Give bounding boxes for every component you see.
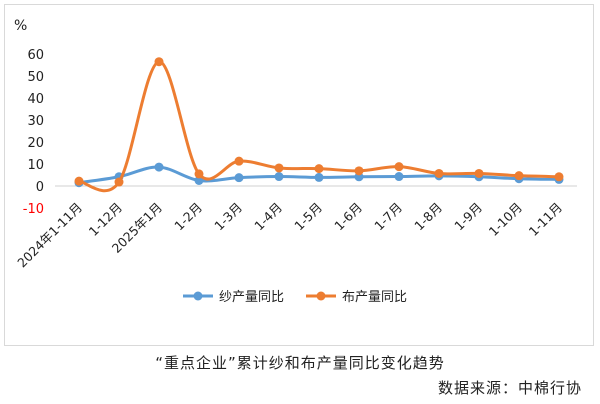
data-point — [194, 169, 204, 179]
legend-label: 纱产量同比 — [219, 290, 284, 305]
data-point — [154, 162, 164, 172]
data-point — [394, 172, 404, 182]
y-tick-labels: -10 0 10 20 30 40 50 60 — [23, 48, 44, 217]
y-tick-label: 60 — [27, 48, 44, 63]
data-point — [554, 172, 564, 182]
y-tick-label: 20 — [27, 136, 44, 151]
x-tick-label: 1-8月 — [411, 200, 445, 234]
x-tick-label: 1-9月 — [451, 200, 485, 234]
data-point — [394, 162, 404, 172]
y-tick-label: 50 — [27, 70, 44, 85]
data-point — [314, 164, 324, 174]
y-tick-label: -10 — [23, 202, 44, 217]
data-point — [354, 166, 364, 176]
legend-swatch-marker — [193, 291, 203, 301]
data-point — [514, 171, 524, 181]
data-point — [274, 172, 284, 182]
x-tick-label: 1-10月 — [486, 200, 526, 240]
data-point — [194, 176, 204, 185]
legend-label: 布产量同比 — [342, 290, 407, 305]
y-tick-label: 10 — [27, 158, 44, 173]
series-cloth — [74, 57, 564, 193]
legend-item: 纱产量同比 — [183, 290, 284, 305]
legend-swatch-marker — [316, 291, 326, 301]
data-point — [154, 57, 164, 67]
data-point — [114, 177, 124, 187]
data-point — [74, 176, 84, 186]
x-tick-label: 1-7月 — [371, 200, 405, 234]
data-point — [234, 156, 244, 166]
x-tick-label: 1-6月 — [331, 200, 365, 234]
legend: 纱产量同比 布产量同比 — [183, 290, 407, 305]
data-point — [314, 172, 324, 182]
x-tick-label: 1-11月 — [526, 200, 566, 240]
y-tick-label: 30 — [27, 114, 44, 129]
x-tick-label: 1-3月 — [211, 200, 245, 234]
y-unit-label: % — [14, 18, 27, 34]
data-point — [434, 168, 444, 178]
chart-caption: “重点企业”累计纱和布产量同比变化趋势 — [155, 354, 445, 372]
y-tick-label: 0 — [36, 180, 44, 195]
data-point — [274, 163, 284, 173]
x-tick-label: 1-4月 — [251, 200, 285, 234]
x-tick-label: 1-5月 — [291, 200, 325, 234]
legend-item: 布产量同比 — [306, 290, 407, 305]
x-tick-label: 1-12月 — [86, 200, 126, 240]
data-point — [474, 168, 484, 178]
series-layer — [74, 57, 564, 193]
data-source: 数据来源：中棉行协 — [437, 379, 582, 397]
x-tick-label: 1-2月 — [171, 200, 205, 234]
data-point — [234, 173, 244, 183]
y-tick-label: 40 — [27, 92, 44, 107]
